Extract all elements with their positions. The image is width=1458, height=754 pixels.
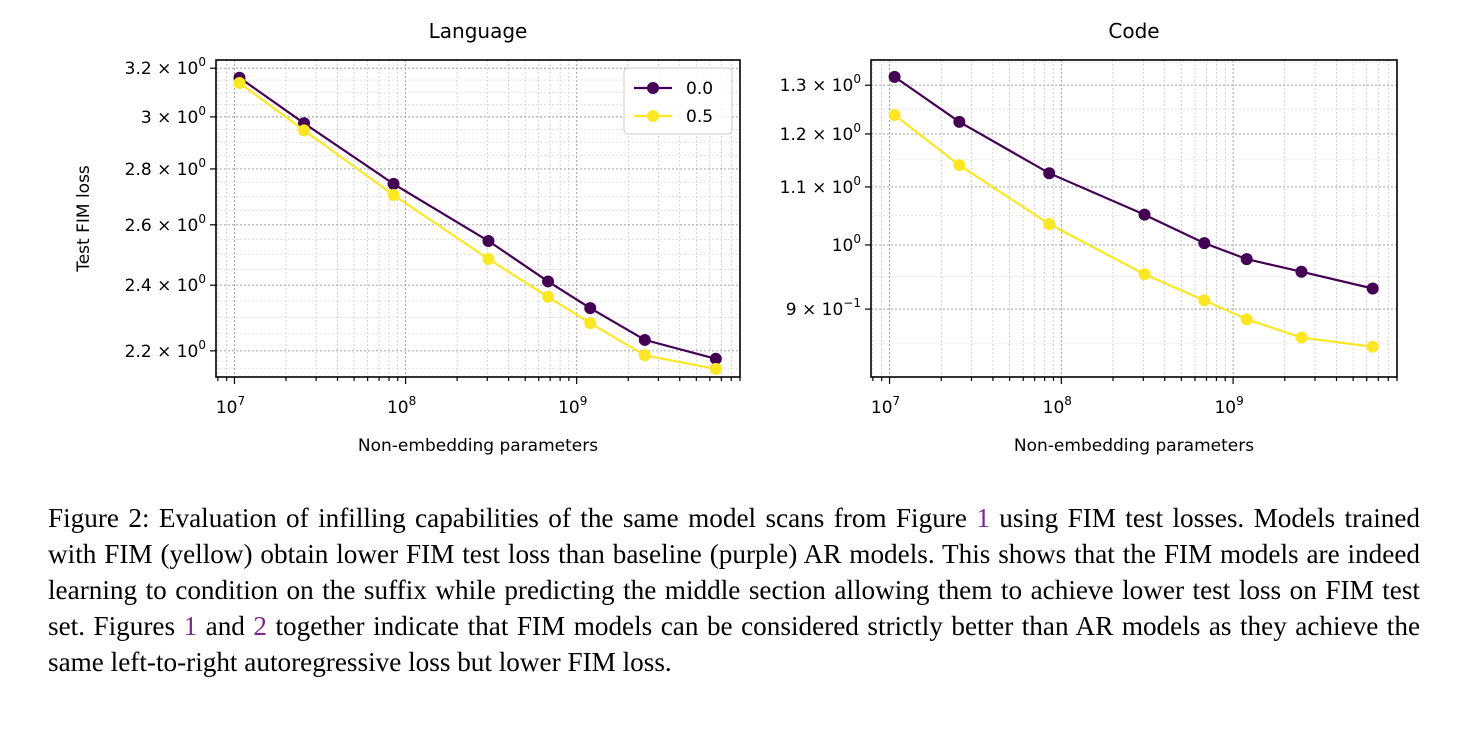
data-point-0.0 <box>709 352 722 365</box>
y-axis-label: Test FIM loss <box>74 165 94 273</box>
caption-figure-ref-2[interactable]: 1 <box>183 611 198 641</box>
data-point-0.0 <box>1295 265 1308 278</box>
x-tick-label: 107 <box>871 394 900 418</box>
series-line-0.5 <box>238 82 717 370</box>
data-point-0.0 <box>1198 237 1211 250</box>
data-point-0.5 <box>298 124 311 137</box>
series-line-0.0 <box>238 76 717 360</box>
caption-figure-ref-3[interactable]: 2 <box>253 611 267 641</box>
x-axis-label: Non-embedding parameters <box>358 436 598 456</box>
caption-text-3: and <box>197 611 254 641</box>
data-point-0.5 <box>953 159 966 172</box>
x-tick-label: 108 <box>387 394 416 418</box>
caption-text-4: together indicate that FIM models can be… <box>48 611 1421 677</box>
y-tick-label: 2.8 × 100 <box>125 156 206 180</box>
y-tick-label: 2.6 × 100 <box>125 212 206 236</box>
x-tick-label: 107 <box>216 394 245 418</box>
legend-swatch-marker <box>647 82 659 94</box>
data-point-0.0 <box>888 70 901 83</box>
data-point-0.0 <box>638 333 651 346</box>
plot-frame <box>215 59 741 378</box>
y-tick-label: 2.2 × 100 <box>125 338 206 362</box>
y-tick-label: 3 × 100 <box>141 104 206 128</box>
plot-frame <box>870 59 1398 378</box>
data-point-0.5 <box>482 252 495 265</box>
y-tick-label: 3.2 × 100 <box>125 55 206 79</box>
data-point-0.0 <box>953 115 966 128</box>
x-tick-label: 109 <box>1214 394 1243 418</box>
chart-code: 1.3 × 100 1.2 × 100 1.1 × 100 100 9 × 10−1 10… <box>780 19 1398 456</box>
caption-text-1: Figure 2: Evaluation of infilling capabi… <box>48 503 977 533</box>
series-line-0.0 <box>893 75 1373 290</box>
legend-swatch-marker <box>647 110 659 122</box>
data-point-0.5 <box>1043 218 1056 231</box>
data-point-0.5 <box>638 349 651 362</box>
data-point-0.5 <box>1240 313 1253 326</box>
data-point-0.5 <box>888 108 901 121</box>
y-tick-label: 2.4 × 100 <box>125 272 206 296</box>
y-tick-label: 1.3 × 100 <box>780 72 861 96</box>
series-line-0.5 <box>893 114 1373 348</box>
data-point-0.0 <box>1240 253 1253 266</box>
figure-caption: Figure 2: Evaluation of infilling capabi… <box>48 500 1420 680</box>
chart-language: 3.2 × 100 3 × 100 2.8 × 100 2.6 × 100 2.4 × … <box>74 19 741 456</box>
legend-box <box>623 67 733 135</box>
chart-title: Language <box>429 19 528 43</box>
data-point-0.5 <box>709 362 722 375</box>
data-point-0.0 <box>1366 282 1379 295</box>
legend-label: 0.0 <box>686 79 713 99</box>
x-tick-label: 109 <box>558 394 587 418</box>
data-point-0.5 <box>387 188 400 201</box>
chart-title: Code <box>1108 19 1159 43</box>
y-tick-label: 1.1 × 100 <box>780 174 861 198</box>
data-point-0.0 <box>1138 208 1151 221</box>
caption-text-2: using FIM test losses. Models trained wi… <box>48 503 1421 641</box>
data-point-0.5 <box>1198 294 1211 307</box>
data-point-0.0 <box>542 275 555 288</box>
data-point-0.0 <box>482 234 495 247</box>
figure-panels: 3.2 × 100 3 × 100 2.8 × 100 2.6 × 100 2.4 × … <box>74 19 1398 456</box>
data-point-0.0 <box>387 177 400 190</box>
data-point-0.5 <box>233 76 246 89</box>
x-tick-label: 108 <box>1043 394 1072 418</box>
legend-label: 0.5 <box>686 107 713 127</box>
y-tick-label: 1.2 × 100 <box>780 121 861 145</box>
data-point-0.0 <box>1043 167 1056 180</box>
y-tick-label: 100 <box>832 232 861 256</box>
data-point-0.5 <box>584 317 597 330</box>
data-point-0.5 <box>1295 331 1308 344</box>
x-axis-label: Non-embedding parameters <box>1014 436 1254 456</box>
caption-figure-ref-1[interactable]: 1 <box>976 503 990 533</box>
data-point-0.5 <box>1138 268 1151 281</box>
data-point-0.0 <box>584 302 597 315</box>
data-point-0.5 <box>542 290 555 303</box>
data-point-0.5 <box>1366 340 1379 353</box>
y-tick-label: 9 × 10−1 <box>786 296 861 320</box>
